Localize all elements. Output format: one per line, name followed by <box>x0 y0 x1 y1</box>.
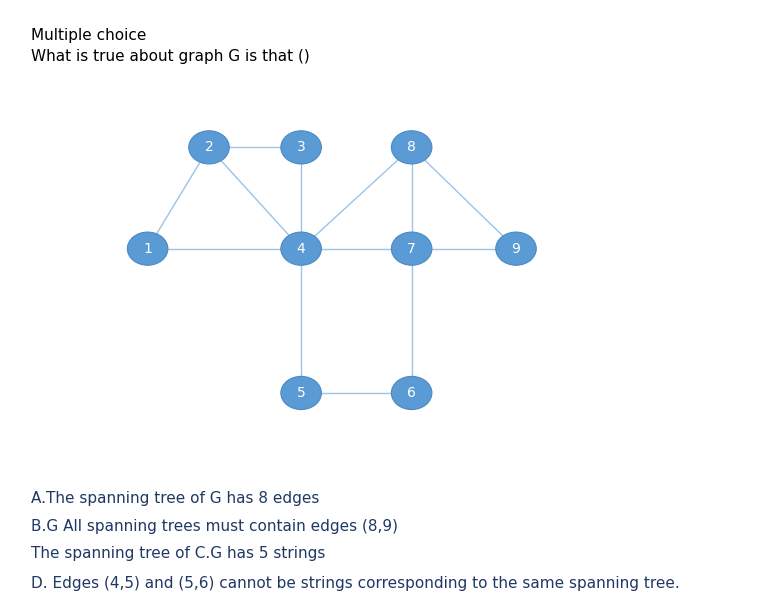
Text: D. Edges (4,5) and (5,6) cannot be strings corresponding to the same spanning tr: D. Edges (4,5) and (5,6) cannot be strin… <box>31 576 680 591</box>
Ellipse shape <box>281 131 321 164</box>
Ellipse shape <box>189 131 230 164</box>
Text: 4: 4 <box>296 242 306 255</box>
Text: 8: 8 <box>407 141 416 154</box>
Text: Multiple choice: Multiple choice <box>31 28 146 42</box>
Text: 1: 1 <box>143 242 152 255</box>
Text: B.G All spanning trees must contain edges (8,9): B.G All spanning trees must contain edge… <box>31 519 398 534</box>
Ellipse shape <box>392 131 432 164</box>
Ellipse shape <box>496 232 536 265</box>
Text: What is true about graph G is that (): What is true about graph G is that () <box>31 49 310 64</box>
Ellipse shape <box>281 232 321 265</box>
Text: 5: 5 <box>296 386 306 400</box>
Text: The spanning tree of C.G has 5 strings: The spanning tree of C.G has 5 strings <box>31 546 325 561</box>
Ellipse shape <box>392 376 432 410</box>
Ellipse shape <box>281 376 321 410</box>
Text: A.The spanning tree of G has 8 edges: A.The spanning tree of G has 8 edges <box>31 491 319 506</box>
Ellipse shape <box>127 232 168 265</box>
Text: 9: 9 <box>511 242 521 255</box>
Text: 6: 6 <box>407 386 416 400</box>
Text: 2: 2 <box>204 141 214 154</box>
Text: 7: 7 <box>407 242 416 255</box>
Text: 3: 3 <box>296 141 306 154</box>
Ellipse shape <box>392 232 432 265</box>
